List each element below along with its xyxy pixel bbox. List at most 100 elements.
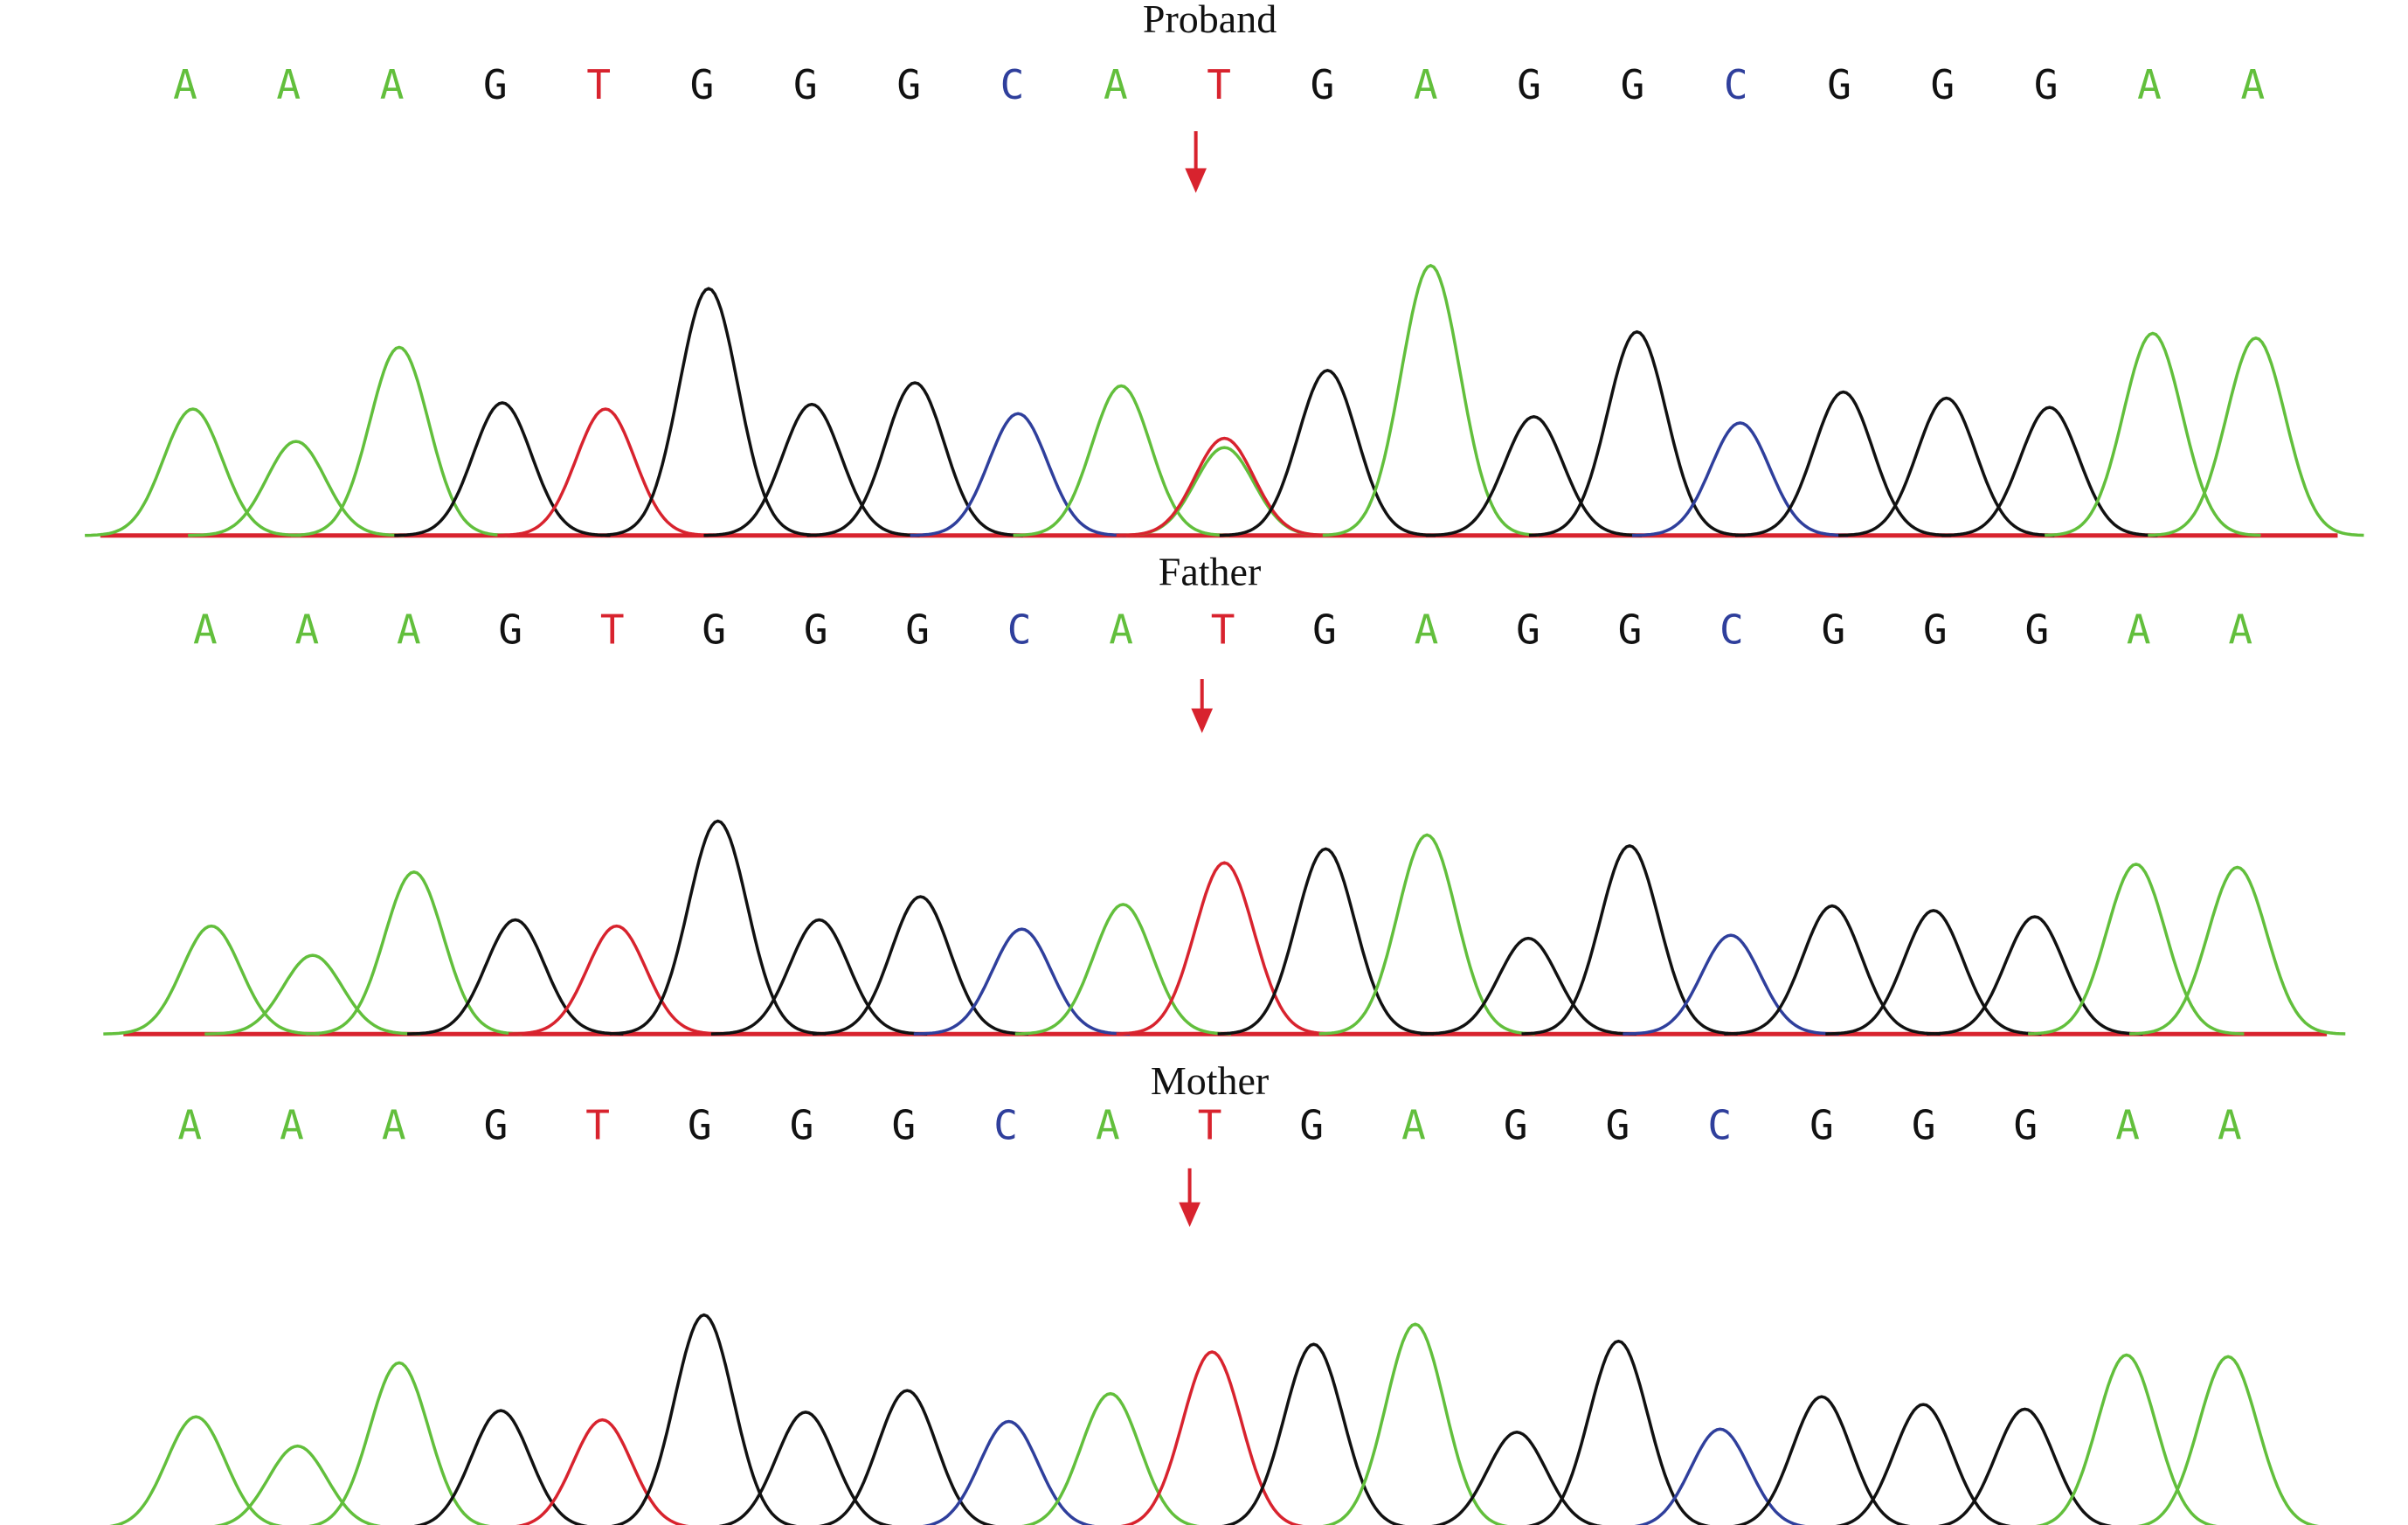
base-call: A xyxy=(2115,1101,2140,1148)
base-call: A xyxy=(1104,61,1128,108)
base-call: G xyxy=(1621,61,1645,108)
trace-peak xyxy=(509,924,725,1036)
variant-arrowhead xyxy=(1179,1202,1201,1227)
base-call: A xyxy=(173,61,197,108)
base-call: T xyxy=(586,61,611,108)
base-call: G xyxy=(702,607,726,654)
base-call: G xyxy=(498,607,522,654)
panel-title: Mother xyxy=(1151,1058,1269,1103)
trace-peak xyxy=(1733,1395,1911,1525)
trace-peak xyxy=(306,870,522,1036)
base-call: T xyxy=(1207,61,1231,108)
base-call: A xyxy=(1401,1101,1426,1148)
base-call: G xyxy=(2024,607,2049,654)
trace-peak xyxy=(600,287,817,537)
base-call: G xyxy=(793,61,818,108)
trace-peak xyxy=(1631,421,1849,537)
trace-peak xyxy=(516,1418,689,1525)
base-call: C xyxy=(1000,61,1025,108)
trace-peak xyxy=(1013,384,1229,537)
base-call: A xyxy=(2127,607,2151,654)
base-call: A xyxy=(1415,607,1439,654)
trace-peak xyxy=(497,407,714,537)
trace-peak xyxy=(1431,1431,1603,1525)
base-call: G xyxy=(1912,1101,1936,1148)
base-call: G xyxy=(891,1101,916,1148)
trace-peak xyxy=(1734,390,1952,537)
base-call: G xyxy=(688,1101,712,1148)
base-call: C xyxy=(1007,607,1032,654)
trace-peak xyxy=(108,1415,283,1525)
trace-peak xyxy=(1937,1407,2113,1525)
trace-peak xyxy=(910,412,1126,537)
trace-peak xyxy=(1120,1350,1304,1525)
base-call: A xyxy=(1414,61,1438,108)
trace-peak xyxy=(1838,396,2055,537)
base-call: G xyxy=(484,1101,509,1148)
base-call: C xyxy=(1724,61,1748,108)
base-call: G xyxy=(483,61,508,108)
base-call: G xyxy=(690,61,715,108)
base-call: T xyxy=(585,1101,610,1148)
trace-peak xyxy=(2148,336,2364,537)
trace-peak xyxy=(1941,406,2158,537)
base-call: G xyxy=(1606,1101,1630,1148)
trace-peak xyxy=(308,1361,491,1525)
trace-peak xyxy=(922,1419,1096,1525)
panel-title: Father xyxy=(1159,549,1262,593)
base-call: G xyxy=(1504,1101,1528,1148)
trace-peak xyxy=(812,895,1029,1036)
trace-peak xyxy=(2045,331,2261,537)
variant-arrowhead xyxy=(1191,708,1214,733)
base-call: A xyxy=(2228,607,2252,654)
trace-peak xyxy=(1014,903,1232,1036)
base-call: A xyxy=(193,607,218,654)
base-call: A xyxy=(397,607,421,654)
base-call: G xyxy=(1822,607,1846,654)
base-call: T xyxy=(1211,607,1235,654)
base-call: A xyxy=(2241,61,2266,108)
base-call: T xyxy=(600,607,625,654)
trace-peak xyxy=(1634,1427,1806,1525)
trace-peak xyxy=(1724,904,1941,1036)
base-call: A xyxy=(276,61,301,108)
base-call: A xyxy=(294,607,319,654)
base-call: G xyxy=(2034,61,2059,108)
base-call: A xyxy=(1096,1101,1120,1148)
trace-peak xyxy=(188,440,405,537)
trace-peak xyxy=(1420,936,1636,1036)
trace-peak xyxy=(85,407,301,537)
trace-peak xyxy=(1322,263,1540,537)
base-call: G xyxy=(1827,61,1851,108)
variant-arrowhead xyxy=(1185,168,1207,193)
base-call: C xyxy=(1707,1101,1732,1148)
base-call: G xyxy=(1311,61,1335,108)
trace-peak xyxy=(1322,1322,1509,1525)
base-call: G xyxy=(790,1101,814,1148)
base-call: G xyxy=(1931,61,1955,108)
trace-peak xyxy=(103,924,320,1036)
trace-peak xyxy=(407,918,624,1036)
trace-peak xyxy=(394,401,611,537)
trace-peak xyxy=(1825,909,2042,1036)
base-call: C xyxy=(993,1101,1018,1148)
base-call: G xyxy=(804,607,828,654)
trace-peak xyxy=(213,1444,382,1525)
trace-peak xyxy=(913,927,1131,1036)
trace-peak xyxy=(1835,1403,2012,1525)
trace-peak xyxy=(1116,436,1332,537)
trace-peak xyxy=(1528,329,1746,537)
trace-peak xyxy=(609,819,827,1036)
base-call: G xyxy=(1923,607,1948,654)
trace-peak xyxy=(1526,1339,1711,1525)
trace-peak xyxy=(2035,1353,2218,1525)
base-call: G xyxy=(2014,1101,2038,1148)
base-call: G xyxy=(1299,1101,1324,1148)
trace-peak xyxy=(2136,1355,2320,1525)
base-call: G xyxy=(1312,607,1337,654)
trace-peak xyxy=(710,918,928,1036)
base-call: G xyxy=(905,607,930,654)
trace-peak xyxy=(291,345,508,537)
trace-peak xyxy=(1021,1391,1200,1525)
trace-peak xyxy=(2028,863,2245,1036)
